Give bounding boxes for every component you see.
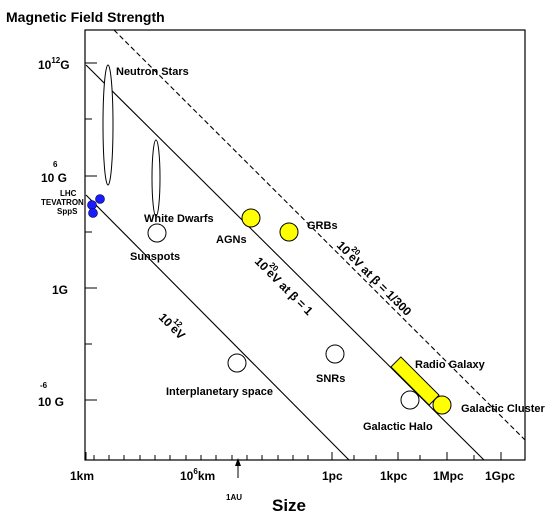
svg-text:1G: 1G bbox=[52, 283, 68, 297]
svg-text:1012G: 1012G bbox=[38, 56, 70, 72]
svg-text:10 eV: 10 eV bbox=[156, 310, 188, 342]
one-au-label: 1AU bbox=[226, 493, 242, 502]
y-tick-label-1e-6: -6 10 G bbox=[38, 381, 64, 409]
line-1e12ev bbox=[85, 194, 350, 461]
svg-text:10 eV at β = 1/300: 10 eV at β = 1/300 bbox=[334, 238, 415, 319]
line-1e20ev-beta-1-300 bbox=[113, 29, 526, 441]
snrs-marker bbox=[325, 344, 345, 364]
line-label-1e20ev-beta-1: 10 eV at β = 1 20 bbox=[252, 254, 316, 318]
svg-text:106km: 106km bbox=[180, 467, 215, 483]
agns-marker bbox=[241, 208, 261, 228]
galactic-halo-marker bbox=[400, 390, 420, 410]
y-tick-label-1e12: 1012G bbox=[38, 56, 70, 72]
grbs-marker bbox=[279, 222, 299, 242]
chart-title: Magnetic Field Strength bbox=[6, 9, 165, 25]
accelerator-label-spps: SppS bbox=[57, 207, 78, 216]
y-tick-label-1: 1G bbox=[52, 283, 68, 297]
line-label-1e12ev: 10 eV 12 bbox=[156, 310, 188, 342]
galactic-cluster-marker bbox=[432, 395, 452, 415]
svg-text:10 G: 10 G bbox=[41, 171, 67, 185]
y-axis-ticks bbox=[85, 62, 97, 401]
svg-text:6: 6 bbox=[53, 160, 58, 169]
x-tick-label-1kpc: 1kpc bbox=[380, 469, 408, 483]
white-dwarfs-label: White Dwarfs bbox=[144, 213, 214, 225]
accelerator-label-tevatron: TEVATRON bbox=[41, 198, 84, 207]
x-tick-label-1mpc: 1Mpc bbox=[433, 469, 464, 483]
interplanetary-space-label: Interplanetary space bbox=[166, 386, 273, 398]
neutron-stars-marker bbox=[102, 64, 114, 186]
svg-text:-6: -6 bbox=[40, 381, 48, 390]
galactic-halo-label: Galactic Halo bbox=[363, 421, 433, 433]
svg-text:10 eV at β = 1: 10 eV at β = 1 bbox=[252, 254, 316, 318]
x-tick-label-1km: 1km bbox=[70, 469, 94, 483]
accelerators-markers bbox=[87, 194, 105, 218]
x-axis-ticks bbox=[85, 452, 502, 460]
neutron-stars-label: Neutron Stars bbox=[116, 66, 189, 78]
accelerator-point bbox=[87, 200, 97, 210]
plot-frame bbox=[84, 29, 526, 461]
x-axis-title: Size bbox=[272, 496, 306, 515]
accelerator-label-lhc: LHC bbox=[60, 189, 77, 198]
agns-label: AGNs bbox=[216, 234, 247, 246]
svg-text:10 G: 10 G bbox=[38, 395, 64, 409]
line-label-1e20ev-beta-1-300: 10 eV at β = 1/300 20 bbox=[334, 238, 415, 319]
x-tick-label-1gpc: 1Gpc bbox=[485, 469, 515, 483]
galactic-cluster-label: Galactic Cluster bbox=[461, 403, 545, 415]
radio-galaxy-label: Radio Galaxy bbox=[415, 359, 486, 371]
y-tick-label-1e6: 6 10 G bbox=[41, 160, 67, 185]
interplanetary-space-marker bbox=[227, 353, 247, 373]
sunspots-label: Sunspots bbox=[130, 251, 180, 263]
one-au-arrow bbox=[235, 458, 241, 478]
accelerator-point bbox=[95, 194, 105, 204]
x-tick-label-1e6km: 106km bbox=[180, 467, 215, 483]
grbs-label: GRBs bbox=[307, 220, 338, 232]
white-dwarfs-marker bbox=[151, 139, 161, 217]
snrs-label: SNRs bbox=[316, 373, 345, 385]
accelerator-point bbox=[88, 208, 98, 218]
x-tick-label-1pc: 1pc bbox=[322, 469, 343, 483]
sunspots-marker bbox=[147, 223, 167, 243]
